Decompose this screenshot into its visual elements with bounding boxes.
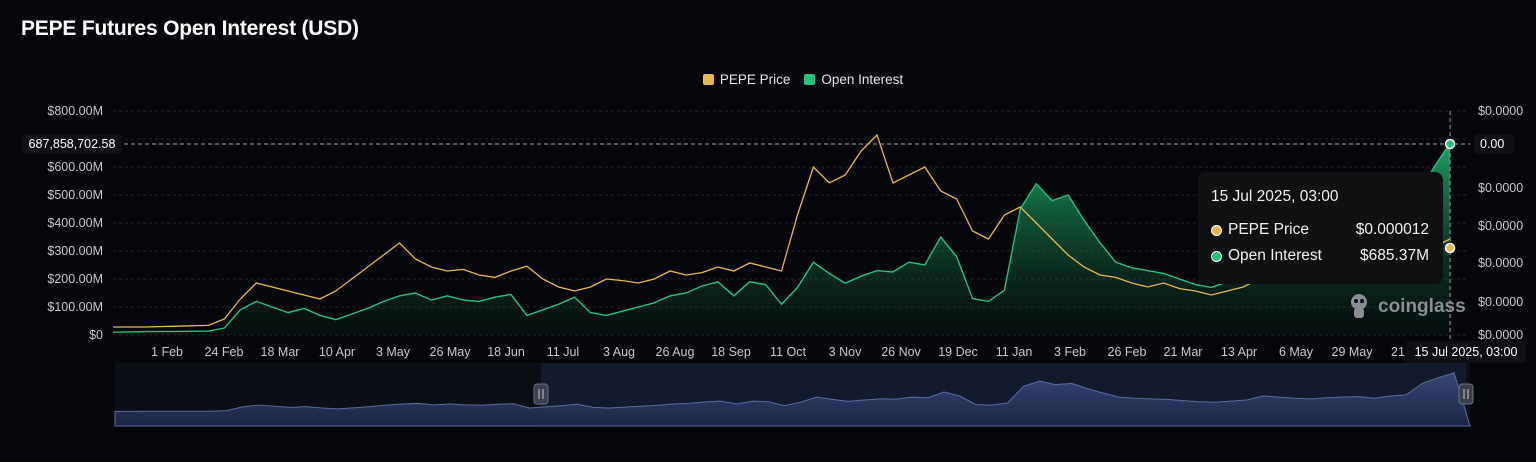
watermark-text: coinglass (1378, 296, 1466, 317)
x-tick-label: 21 Mar (1164, 345, 1203, 359)
y-axis-left: $0 $100.00M $200.00M $300.00M $400.00M $500.0… (47, 104, 103, 342)
crosshair-right-label: 0.00 (1480, 137, 1504, 151)
x-tick-label: 19 Dec (938, 345, 978, 359)
x-tick-label: 26 Nov (881, 345, 921, 359)
y-left-tick-label: $600.00M (47, 160, 103, 174)
x-tick-label: 29 May (1332, 345, 1374, 359)
hover-point-open-interest (1444, 138, 1456, 150)
x-tick-label: 21 (1391, 345, 1405, 359)
y-axis-right: $0.0000 $0.0000 $0.0000 $0.0000 $0.0000 $0.00… (1478, 104, 1523, 342)
x-tick-label: 3 Aug (603, 345, 635, 359)
x-tick-label: 3 May (376, 345, 411, 359)
y-left-tick-label: $800.00M (47, 104, 103, 118)
x-tick-label: 18 Sep (711, 345, 751, 359)
x-tick-label: 11 Jul (547, 345, 579, 359)
x-tick-label: 11 Oct (770, 345, 806, 359)
legend-swatch-open-interest (804, 74, 816, 85)
x-tick-label: 26 May (430, 345, 472, 359)
y-left-tick-label: $100.00M (47, 300, 103, 314)
chart-title: PEPE Futures Open Interest (USD) (21, 17, 359, 40)
tooltip-value-price: $0.000012 (1355, 221, 1429, 238)
x-tick-label: 26 Aug (656, 345, 695, 359)
y-right-tick-label: $0.0000 (1478, 328, 1523, 342)
hover-point-price (1444, 242, 1456, 254)
crosshair: 687,858,702.58 0.00 15 Jul 2025, 03:00 (22, 111, 1526, 363)
tooltip-row-open-interest: Open Interest $685.37M (1211, 247, 1429, 265)
tooltip-value-open-interest: $685.37M (1360, 247, 1429, 264)
coinglass-logo-icon (1351, 294, 1367, 318)
crosshair-date-label: 15 Jul 2025, 03:00 (1415, 345, 1518, 359)
navigator-right-handle[interactable] (1458, 383, 1474, 405)
tooltip-dot-open-interest (1211, 250, 1222, 262)
tooltip-label-price: PEPE Price (1228, 221, 1309, 238)
x-tick-label: 3 Feb (1054, 345, 1086, 359)
y-left-tick-label: $200.00M (47, 272, 103, 286)
legend-item-price[interactable]: PEPE Price (702, 72, 791, 87)
crosshair-left-label-bg (22, 134, 122, 154)
y-left-tick-label: $500.00M (47, 188, 103, 202)
price-line (113, 133, 1451, 328)
y-right-tick-label: $0.0000 (1478, 219, 1523, 233)
navigator-left-handle[interactable] (533, 383, 549, 405)
tooltip-label-open-interest: Open Interest (1228, 247, 1322, 264)
y-right-tick-label: $0.0000 (1478, 181, 1523, 195)
crosshair-date-label-bg (1406, 341, 1526, 363)
crosshair-right-label-bg (1474, 134, 1514, 154)
tooltip-date: 15 Jul 2025, 03:00 (1211, 188, 1339, 205)
x-tick-label: 24 Feb (205, 345, 244, 359)
x-tick-label: 11 Jan (996, 345, 1033, 359)
legend-swatch-price (702, 74, 714, 85)
tooltip-row-price: PEPE Price $0.000012 (1211, 221, 1429, 239)
y-left-tick-label: $0 (89, 328, 103, 342)
x-tick-label: 10 Apr (319, 345, 355, 359)
x-tick-label: 1 Feb (151, 345, 183, 359)
x-tick-label: 6 May (1279, 345, 1314, 359)
legend-label-open-interest: Open Interest (821, 72, 904, 87)
tooltip-dot-price (1211, 224, 1222, 236)
x-tick-label: 18 Mar (261, 345, 300, 359)
y-left-tick-label: $300.00M (47, 244, 103, 258)
x-tick-label: 26 Feb (1108, 345, 1147, 359)
y-right-tick-label: $0.0000 (1478, 104, 1523, 118)
watermark: coinglass (1346, 292, 1466, 322)
x-tick-label: 3 Nov (829, 345, 862, 359)
x-tick-label: 18 Jun (487, 345, 525, 359)
tooltip: 15 Jul 2025, 03:00 PEPE Price $0.000012 … (1198, 172, 1443, 284)
legend-item-open-interest[interactable]: Open Interest (804, 72, 903, 87)
x-tick-label: 13 Apr (1221, 345, 1257, 359)
legend-label-price: PEPE Price (719, 72, 791, 87)
crosshair-left-label: 687,858,702.58 (29, 137, 116, 151)
y-right-tick-label: $0.0000 (1478, 295, 1523, 309)
x-axis: 1 Feb 24 Feb 18 Mar 10 Apr 3 May 26 May 18 Jun… (151, 345, 1405, 359)
open-interest-area (113, 143, 1451, 335)
y-right-tick-label: $0.0000 (1478, 256, 1523, 270)
legend: PEPE Price Open Interest (0, 72, 1536, 87)
y-left-tick-label: $400.00M (47, 216, 103, 230)
navigator[interactable] (114, 363, 1474, 427)
navigator-series-area (114, 372, 1471, 427)
